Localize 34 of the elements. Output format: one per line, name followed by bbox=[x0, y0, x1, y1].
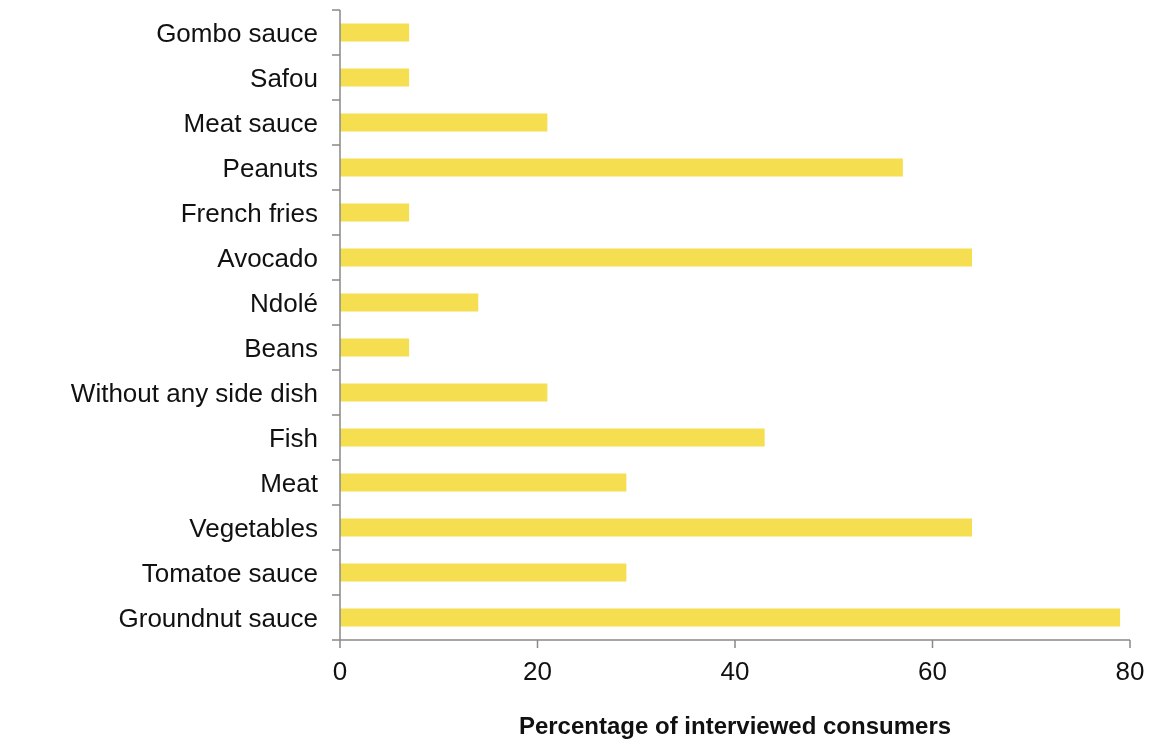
y-tick-label: Tomatoe sauce bbox=[141, 557, 318, 588]
x-tick-label: 60 bbox=[918, 656, 947, 686]
bar bbox=[340, 203, 410, 222]
y-tick-label: Safou bbox=[250, 62, 318, 93]
y-tick-label: Ndolé bbox=[250, 287, 318, 318]
bar bbox=[340, 293, 479, 312]
bar bbox=[340, 518, 972, 537]
bar bbox=[340, 608, 1121, 627]
bar bbox=[340, 113, 548, 132]
y-tick-label: Fish bbox=[268, 422, 318, 453]
y-tick-label: Vegetables bbox=[189, 512, 318, 543]
bar bbox=[340, 248, 972, 267]
y-tick-label: French fries bbox=[180, 197, 318, 228]
bar bbox=[340, 383, 548, 402]
y-tick-label: Groundnut sauce bbox=[118, 602, 318, 633]
y-tick-label: Meat sauce bbox=[183, 107, 318, 138]
bar bbox=[340, 338, 410, 357]
y-tick-label: Gombo sauce bbox=[156, 17, 318, 48]
x-tick-label: 40 bbox=[720, 656, 750, 686]
bar bbox=[340, 428, 765, 447]
x-tick-label: 0 bbox=[332, 656, 348, 686]
x-tick-label: 80 bbox=[1115, 656, 1145, 686]
bar bbox=[340, 68, 410, 87]
bar bbox=[340, 158, 903, 177]
bar bbox=[340, 563, 627, 582]
x-tick-label: 20 bbox=[523, 656, 552, 686]
x-axis-title: Percentage of interviewed consumers bbox=[518, 712, 952, 739]
bar bbox=[340, 473, 627, 492]
y-tick-label: Beans bbox=[244, 332, 318, 363]
y-tick-label: Meat bbox=[260, 467, 319, 498]
y-tick-label: Avocado bbox=[217, 242, 318, 273]
y-tick-label: Peanuts bbox=[222, 152, 318, 183]
y-tick-label: Without any side dish bbox=[70, 377, 318, 408]
bar bbox=[340, 23, 410, 42]
